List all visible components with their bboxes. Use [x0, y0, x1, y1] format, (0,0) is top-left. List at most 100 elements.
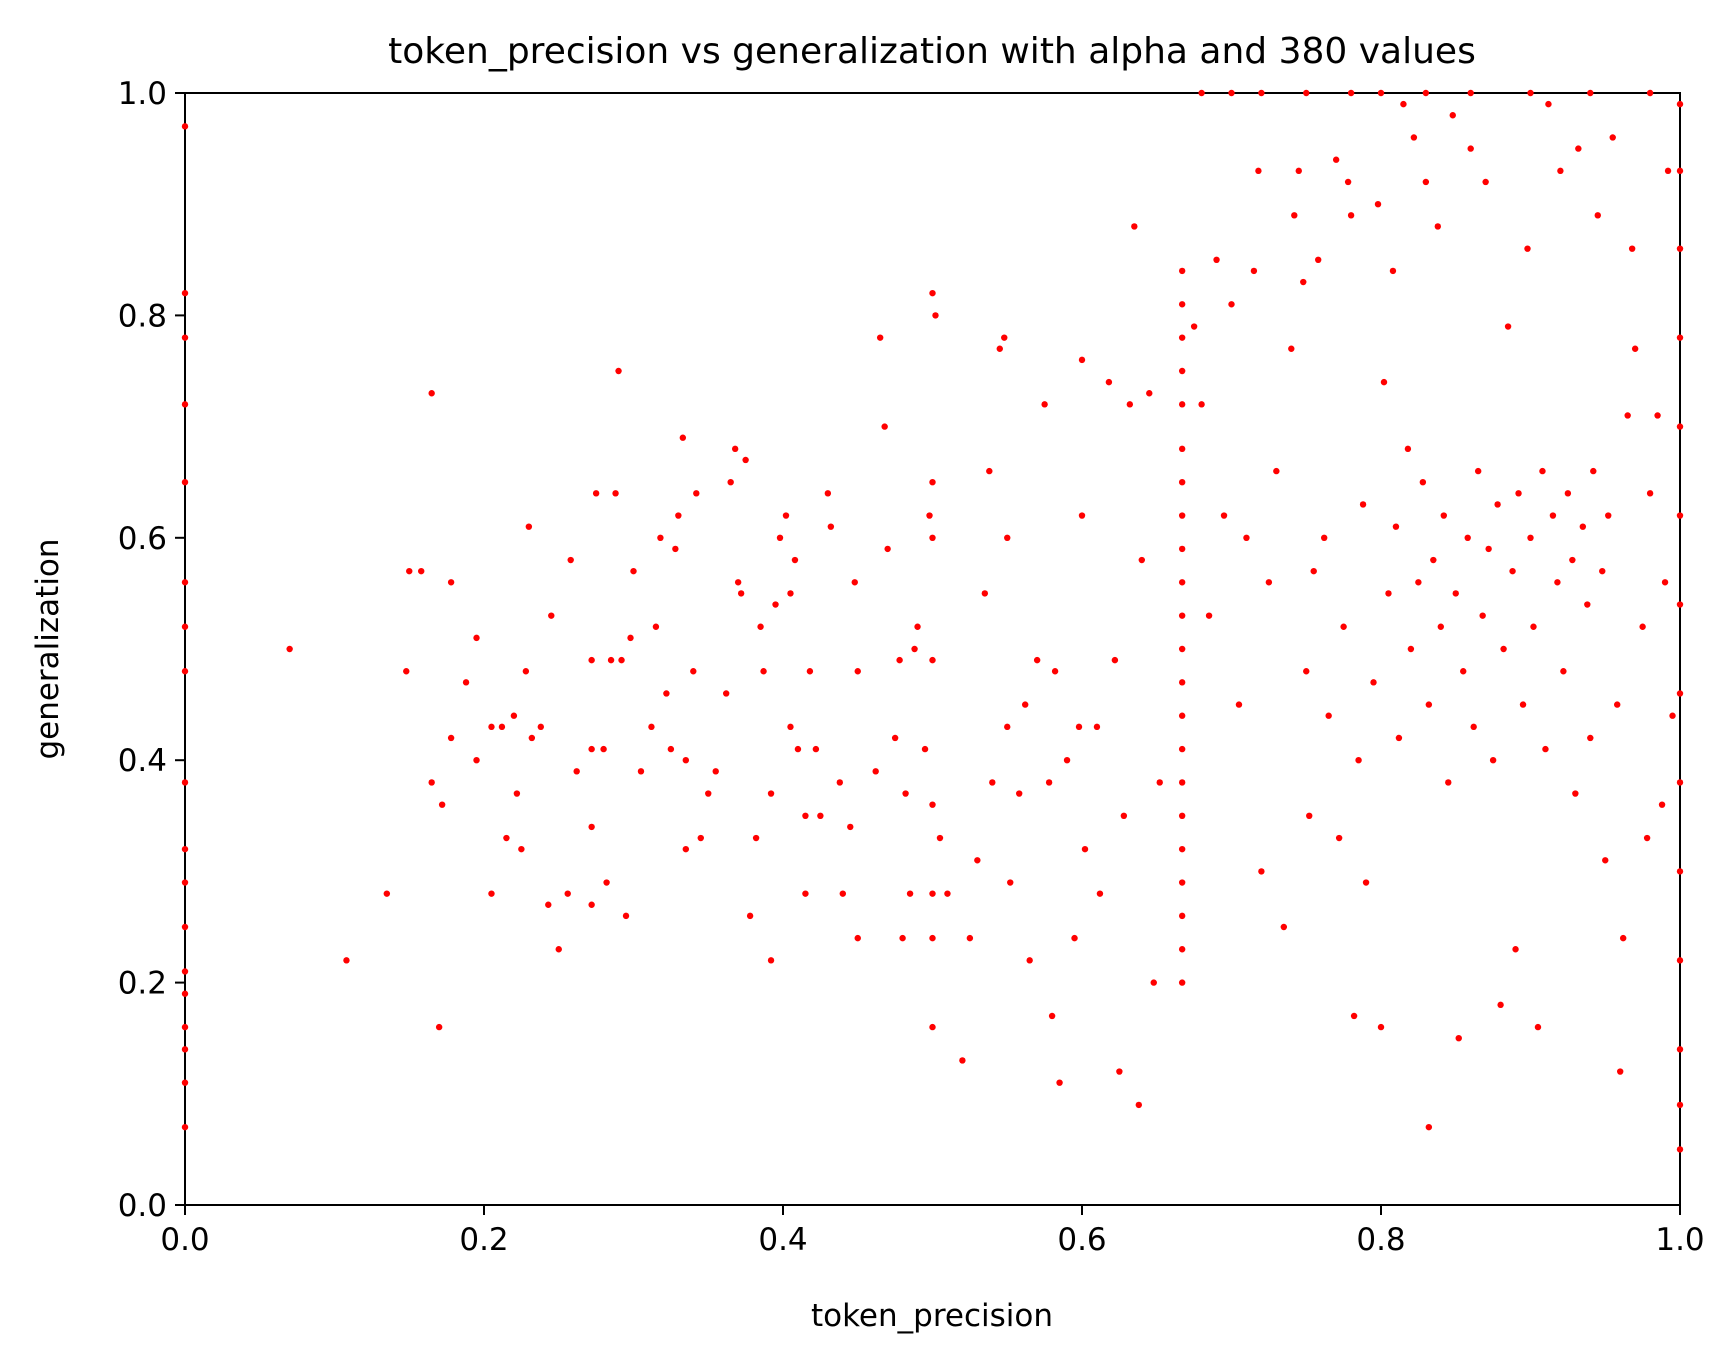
scatter-point-0-173 — [1150, 979, 1157, 986]
scatter-point-0-179 — [1178, 401, 1186, 408]
scatter-point-0-27 — [438, 801, 446, 808]
scatter-point-0-117 — [896, 656, 903, 664]
scatter-point-0-300 — [1628, 245, 1636, 252]
scatter-point-0-224 — [1344, 178, 1352, 186]
scatter-point-0-284 — [1569, 556, 1576, 564]
scatter-point-0-313 — [1676, 334, 1684, 341]
scatter-point-0-326 — [1258, 89, 1265, 97]
scatter-point-0-256 — [1464, 534, 1471, 541]
scatter-point-0-54 — [592, 490, 600, 497]
scatter-point-0-119 — [902, 790, 909, 797]
scatter-point-0-201 — [1220, 512, 1228, 519]
scatter-point-0-205 — [1250, 267, 1258, 275]
scatter-point-0-67 — [657, 534, 664, 541]
scatter-point-0-263 — [1489, 757, 1497, 764]
scatter-point-0-130 — [929, 801, 936, 808]
scatter-point-0-230 — [1370, 679, 1377, 686]
scatter-point-0-84 — [737, 590, 745, 597]
scatter-point-0-150 — [1033, 656, 1041, 664]
scatter-point-0-183 — [1178, 545, 1186, 553]
scatter-point-0-131 — [929, 890, 936, 897]
scatter-point-0-323 — [1676, 1146, 1684, 1153]
scatter-point-0-110 — [854, 668, 861, 675]
scatter-point-0-172 — [1146, 390, 1153, 397]
scatter-point-0-212 — [1291, 212, 1298, 219]
scatter-point-0-28 — [447, 579, 455, 586]
scatter-point-0-26 — [435, 1023, 443, 1031]
scatter-point-0-91 — [767, 957, 775, 964]
scatter-point-0-206 — [1255, 167, 1262, 175]
scatter-point-0-46 — [555, 946, 562, 953]
scatter-point-0-137 — [966, 934, 974, 942]
scatter-point-0-62 — [627, 634, 634, 642]
scatter-point-0-278 — [1545, 100, 1552, 108]
scatter-point-0-289 — [1587, 734, 1594, 742]
scatter-point-0-40 — [522, 668, 530, 675]
scatter-point-0-229 — [1362, 879, 1370, 886]
x-ticks — [184, 1205, 1681, 1215]
scatter-point-0-262 — [1485, 545, 1492, 553]
scatter-point-0-167 — [1120, 812, 1128, 819]
scatter-point-0-145 — [1004, 723, 1011, 731]
scatter-point-0-118 — [899, 934, 906, 942]
scatter-point-0-53 — [588, 901, 595, 908]
scatter-point-0-123 — [921, 745, 929, 753]
scatter-point-0-107 — [839, 890, 846, 897]
scatter-point-0-254 — [1455, 1035, 1462, 1042]
scatter-point-0-249 — [1437, 623, 1445, 630]
scatter-point-0-104 — [824, 490, 832, 497]
scatter-point-0-73 — [682, 757, 690, 764]
scatter-point-0-198 — [1198, 401, 1205, 408]
scatter-point-0-23 — [418, 567, 425, 575]
scatter-point-0-61 — [622, 912, 630, 920]
scatter-point-0-192 — [1178, 845, 1186, 853]
scatter-point-0-226 — [1350, 1012, 1358, 1020]
scatter-point-0-156 — [1063, 757, 1071, 764]
scatter-point-0-302 — [1639, 623, 1646, 630]
scatter-point-0-299 — [1624, 412, 1631, 419]
scatter-point-0-14 — [181, 1023, 189, 1031]
scatter-point-0-74 — [682, 845, 690, 853]
scatter-point-0-75 — [690, 668, 697, 675]
scatter-point-0-103 — [817, 812, 824, 819]
scatter-point-0-290 — [1590, 467, 1597, 475]
x-tick-label-2: 0.4 — [758, 1222, 807, 1258]
scatter-point-0-139 — [981, 590, 989, 597]
scatter-point-0-12 — [181, 968, 189, 975]
scatter-point-0-243 — [1419, 479, 1427, 486]
scatter-point-0-136 — [959, 1057, 966, 1064]
scatter-point-0-334 — [1646, 89, 1654, 97]
y-tick-label-1: 0.2 — [118, 966, 167, 1002]
scatter-point-0-324 — [1198, 89, 1205, 97]
scatter-point-0-160 — [1078, 512, 1086, 519]
scatter-point-0-291 — [1594, 212, 1601, 219]
scatter-point-0-244 — [1422, 178, 1430, 186]
scatter-point-0-214 — [1300, 278, 1307, 286]
scatter-point-0-32 — [473, 757, 480, 764]
y-axis-label: generalization — [30, 538, 66, 759]
scatter-point-0-151 — [1041, 401, 1048, 408]
scatter-point-0-69 — [667, 745, 675, 753]
scatter-point-0-50 — [588, 656, 595, 664]
scatter-point-0-18 — [286, 645, 293, 653]
scatter-point-0-2 — [181, 334, 189, 341]
scatter-point-0-268 — [1509, 567, 1516, 575]
scatter-point-0-83 — [734, 579, 742, 586]
scatter-point-0-196 — [1178, 979, 1186, 986]
scatter-point-0-310 — [1676, 100, 1684, 108]
scatter-point-0-281 — [1557, 167, 1564, 175]
scatter-point-0-146 — [1007, 879, 1014, 886]
scatter-point-0-288 — [1584, 601, 1591, 608]
scatter-point-0-105 — [827, 523, 835, 530]
y-tick-label-0: 0.0 — [118, 1188, 167, 1224]
scatter-point-0-219 — [1320, 534, 1328, 541]
scatter-point-0-303 — [1643, 834, 1651, 842]
scatter-point-0-311 — [1676, 167, 1684, 175]
scatter-point-0-128 — [929, 534, 936, 541]
scatter-point-0-158 — [1075, 723, 1083, 731]
scatter-point-0-234 — [1385, 590, 1392, 597]
scatter-point-0-209 — [1273, 467, 1280, 475]
scatter-point-0-13 — [181, 990, 189, 997]
scatter-point-0-239 — [1404, 445, 1412, 453]
